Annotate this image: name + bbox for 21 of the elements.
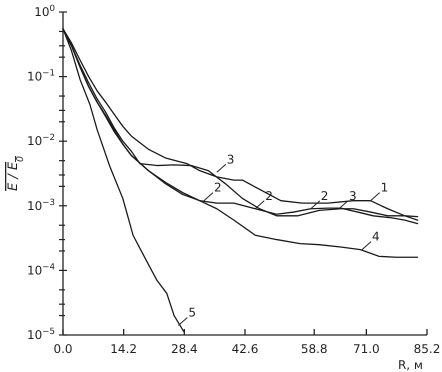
y-tick-label: 10$^{−4}$ — [27, 262, 55, 278]
annotation: 5 — [188, 306, 196, 320]
annotation: 1 — [380, 180, 388, 195]
x-tick-label: 0.0 — [53, 342, 73, 356]
x-tick-label: 42.6 — [232, 342, 258, 356]
x-tick-label: 58.8 — [300, 342, 328, 356]
y-tick-label: 10$^{−3}$ — [27, 198, 55, 213]
x-tick-label: 71.0 — [352, 342, 380, 356]
y-tick-label: 10$^{−5}$ — [27, 327, 55, 342]
x-axis-title: R, м — [398, 358, 423, 372]
x-tick-label: 14.2 — [110, 342, 138, 356]
annotation: 2 — [320, 188, 328, 203]
annotation: 2 — [214, 180, 222, 195]
annotation: 4 — [372, 230, 380, 244]
annotation: 3 — [348, 188, 357, 203]
x-tick-label: 85.2 — [414, 342, 440, 356]
y-tick-label: 10$^{−2}$ — [27, 133, 55, 148]
y-tick-label: 10$^{−1}$ — [27, 68, 55, 84]
y-tick-label: 10$^{0}$ — [34, 4, 55, 19]
annotation: 3 — [226, 152, 234, 166]
x-tick-label: 28.4 — [170, 342, 198, 356]
